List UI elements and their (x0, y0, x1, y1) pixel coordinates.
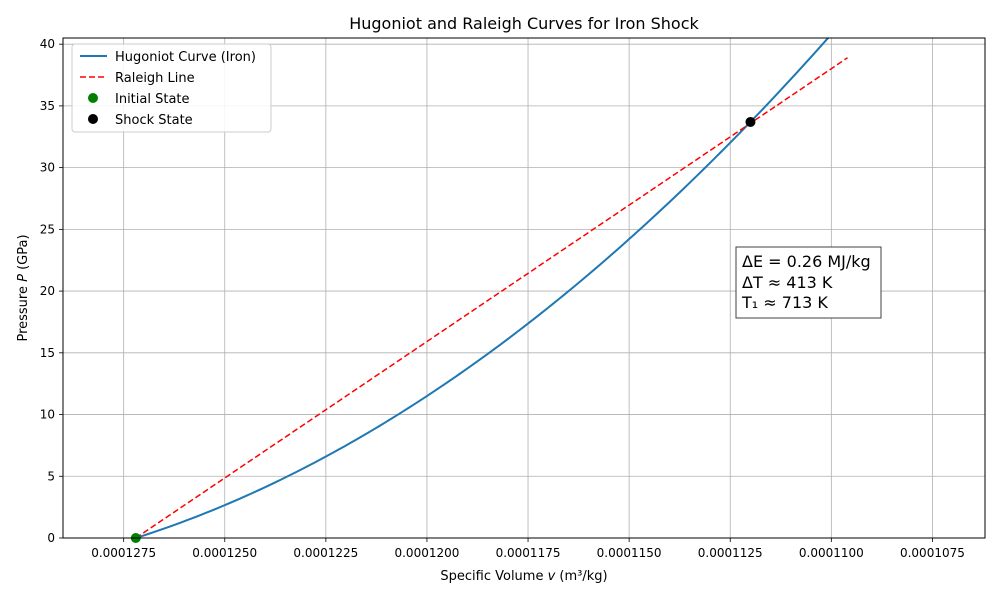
y-tick-label: 0 (47, 531, 55, 545)
x-tick-label: 0.0001100 (799, 546, 864, 560)
plot-frame (62, 37, 986, 539)
legend: Hugoniot Curve (Iron) Raleigh Line Initi… (71, 43, 272, 133)
y-tick-label: 10 (40, 408, 55, 422)
x-tick-label: 0.0001250 (192, 546, 257, 560)
x-tick-label: 0.0001075 (900, 546, 965, 560)
x-tick-label: 0.0001175 (496, 546, 561, 560)
x-tick-label: 0.0001200 (394, 546, 459, 560)
annotation-frame (735, 246, 882, 319)
y-tick-label: 35 (40, 99, 55, 113)
legend-frame (71, 43, 272, 133)
x-tick-label: 0.0001150 (597, 546, 662, 560)
annotation-box: ΔE = 0.26 MJ/kg ΔT ≈ 413 K T₁ ≈ 713 K (735, 246, 882, 319)
y-tick-label: 20 (40, 284, 55, 298)
legend-label-raleigh: Raleigh Line (115, 71, 195, 86)
x-tick-label: 0.0001275 (91, 546, 156, 560)
legend-label-shock: Shock State (115, 113, 193, 128)
x-axis-label: Specific Volume v (m³/kg) (440, 569, 607, 584)
annotation-line-delta-t: ΔT ≈ 413 K (742, 273, 833, 292)
y-tick-label: 40 (40, 37, 55, 51)
plot-border (62, 37, 986, 539)
legend-swatch-initial (88, 93, 98, 103)
y-tick-label: 5 (47, 469, 55, 483)
y-tick-label: 25 (40, 222, 55, 236)
series-line-raleigh (135, 57, 848, 538)
point-shock-state (745, 116, 756, 127)
chart-title: Hugoniot and Raleigh Curves for Iron Sho… (349, 14, 699, 33)
x-tick-label: 0.0001125 (698, 546, 763, 560)
annotation-line-energy: ΔE = 0.26 MJ/kg (742, 252, 871, 271)
annotation-line-final-t: T₁ ≈ 713 K (741, 293, 828, 312)
x-tick-label: 0.0001225 (293, 546, 358, 560)
y-tick-label: 30 (40, 161, 55, 175)
legend-label-hugoniot: Hugoniot Curve (Iron) (115, 50, 256, 65)
x-axis-ticks: 0.0001275 0.0001250 0.0001225 0.0001200 0.00… (91, 538, 965, 560)
series-line-hugoniot (135, 38, 830, 538)
y-axis-label: Pressure P (GPa) (16, 234, 31, 341)
legend-label-initial: Initial State (115, 92, 190, 107)
legend-swatch-shock (88, 114, 98, 124)
series-markers (130, 116, 756, 543)
y-tick-label: 15 (40, 346, 55, 360)
y-axis-ticks: 0 5 10 15 20 25 30 35 40 (40, 37, 63, 545)
series-layer (135, 38, 848, 538)
